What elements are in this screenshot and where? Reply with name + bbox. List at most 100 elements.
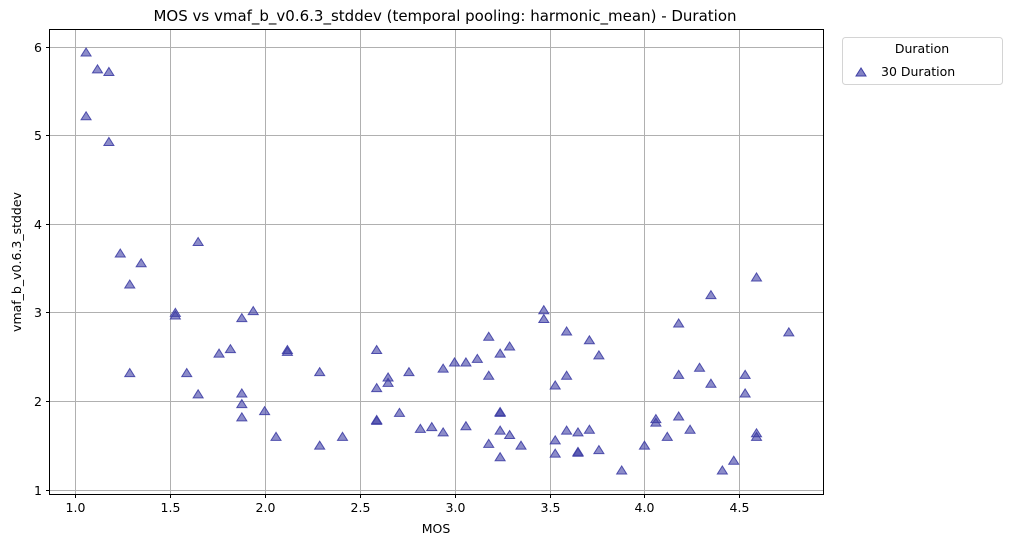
data-point: [782, 326, 795, 337]
data-point: [549, 380, 562, 390]
y-axis-label: vmaf_b_v0.6.3_stddev: [9, 191, 24, 331]
data-point: [393, 407, 406, 417]
x-tick-label: 2.0: [256, 500, 276, 515]
x-tick-label: 3.5: [541, 500, 561, 515]
legend-entry-label: 30 Duration: [881, 64, 955, 79]
data-point: [583, 334, 596, 345]
data-point: [336, 431, 349, 441]
data-point: [672, 411, 685, 421]
data-point: [169, 310, 182, 320]
data-point: [560, 425, 573, 435]
data-point: [224, 343, 237, 354]
data-point: [258, 405, 271, 416]
data-point: [370, 344, 383, 355]
data-point: [494, 348, 507, 358]
data-point: [750, 431, 763, 441]
data-point: [123, 279, 136, 289]
x-axis-label: MOS: [422, 521, 451, 536]
data-point: [684, 424, 696, 434]
data-point: [247, 305, 260, 316]
data-point: [91, 63, 104, 74]
data-point: [235, 398, 248, 409]
data-point: [750, 271, 763, 282]
data-point: [235, 312, 248, 323]
data-point: [592, 444, 605, 455]
data-point: [583, 424, 596, 434]
data-point: [370, 382, 383, 393]
y-tick-label: 1: [34, 483, 42, 498]
data-point: [503, 429, 516, 440]
x-tick-label: 1.5: [161, 500, 181, 515]
data-point: [102, 66, 115, 77]
data-point: [213, 348, 225, 358]
data-point: [448, 357, 461, 367]
x-tick-label: 4.5: [730, 500, 750, 515]
data-point: [135, 257, 148, 268]
data-point: [727, 455, 740, 465]
y-tick-label: 4: [34, 217, 42, 232]
plot-frame: [49, 29, 824, 495]
data-point: [313, 440, 326, 450]
data-point: [80, 47, 92, 57]
legend: Duration 30 Duration: [842, 37, 1003, 85]
legend-title: Duration: [895, 41, 949, 56]
data-point: [80, 110, 92, 121]
legend-marker-icon: [855, 67, 867, 77]
data-point: [739, 387, 752, 398]
y-tick-label: 5: [34, 128, 42, 143]
y-axis: 1 2 3 4 5 6: [34, 40, 50, 498]
data-point: [572, 447, 584, 457]
data-point: [192, 388, 205, 399]
x-tick-label: 2.5: [351, 500, 371, 515]
data-point: [515, 440, 527, 450]
data-point: [482, 438, 495, 448]
data-point: [281, 346, 294, 356]
data-point: [482, 370, 495, 380]
data-point: [494, 425, 507, 435]
data-point: [705, 378, 717, 388]
data-point: [661, 431, 674, 441]
x-tick-label: 4.0: [635, 500, 655, 515]
data-point: [537, 304, 550, 315]
data-point: [560, 326, 573, 336]
data-point: [560, 370, 573, 380]
data-point: [649, 417, 662, 427]
data-point: [437, 426, 450, 437]
x-axis: 1.0 1.5 2.0 2.5 3.0 3.5 4.0 4.5: [66, 494, 750, 515]
x-tick-label: 3.0: [446, 500, 466, 515]
data-point: [382, 377, 394, 387]
data-point: [102, 136, 115, 146]
data-point: [537, 313, 550, 324]
chart-title: MOS vs vmaf_b_v0.6.3_stddev (temporal po…: [153, 7, 736, 26]
data-point: [638, 440, 651, 450]
data-point: [114, 248, 127, 258]
data-point: [460, 357, 472, 367]
data-point: [705, 289, 717, 300]
data-point: [482, 331, 495, 341]
data-point: [471, 353, 484, 363]
y-tick-label: 2: [34, 394, 42, 409]
data-point: [549, 434, 562, 445]
data-point: [180, 367, 193, 378]
data-point: [425, 421, 438, 432]
data-point: [572, 426, 584, 437]
data-point: [403, 366, 415, 377]
data-point: [592, 349, 605, 360]
data-point: [503, 341, 516, 351]
data-point: [672, 369, 685, 379]
data-point: [739, 369, 752, 379]
data-point: [437, 363, 450, 373]
data-point: [615, 465, 628, 475]
grid: [50, 30, 823, 494]
data-point: [460, 420, 472, 431]
data-point: [494, 451, 507, 462]
data-point: [313, 366, 326, 377]
x-tick-label: 1.0: [66, 500, 86, 515]
y-tick-label: 6: [34, 40, 42, 55]
data-point: [370, 415, 383, 425]
data-point: [693, 362, 706, 372]
data-point: [414, 423, 427, 433]
data-point: [123, 367, 136, 378]
legend-box: [842, 37, 1003, 85]
